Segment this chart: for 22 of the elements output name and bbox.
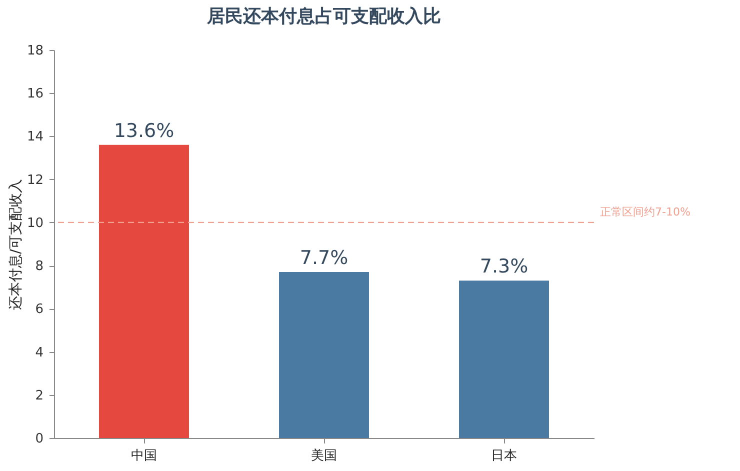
y-tick-label: 4 <box>35 345 44 360</box>
data-label: 7.7% <box>300 247 348 270</box>
data-label: 13.6% <box>114 120 174 142</box>
y-tick-label: 16 <box>26 86 44 102</box>
chart-title: 居民还本付息占可支配收入比 <box>206 6 441 27</box>
y-tick-label: 18 <box>26 44 44 58</box>
bar <box>99 144 189 438</box>
x-tick-label: 美国 <box>311 448 337 464</box>
x-tick-label: 中国 <box>131 448 157 464</box>
y-tick-label: 14 <box>26 130 44 145</box>
x-tick-label: 日本 <box>491 448 517 464</box>
y-tick-label: 8 <box>35 259 44 274</box>
bar <box>459 280 549 438</box>
y-tick-label: 10 <box>26 216 44 231</box>
y-tick-label: 0 <box>35 432 44 446</box>
y-tick-label: 12 <box>26 172 44 188</box>
data-label: 7.3% <box>480 256 528 278</box>
bar <box>279 272 369 438</box>
y-tick-label: 2 <box>35 388 44 404</box>
y-tick-label: 6 <box>35 302 44 318</box>
y-axis-title: 还本付息/可支配收入 <box>8 179 24 310</box>
ref-line-label: 正常区间约7-10% <box>600 205 690 218</box>
